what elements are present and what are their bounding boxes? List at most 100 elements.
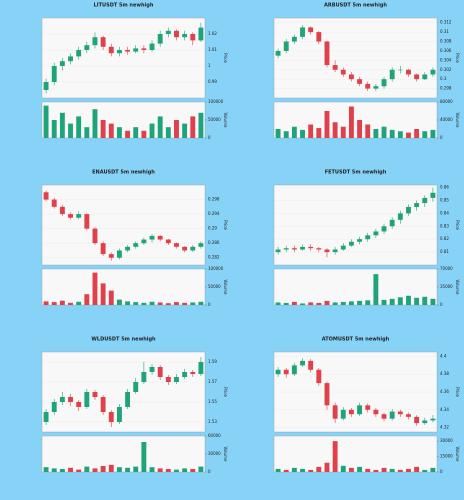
y-tick-label: 0.304 xyxy=(440,57,452,62)
y-tick-label: 4.4 xyxy=(440,353,447,358)
volume-bar xyxy=(100,120,106,138)
candle-body xyxy=(116,50,122,54)
candle-body xyxy=(116,250,122,258)
volume-bar xyxy=(406,468,411,472)
candle-body xyxy=(198,243,204,247)
candle-body xyxy=(340,409,346,419)
candle-body xyxy=(190,372,196,374)
candle-body xyxy=(300,246,305,250)
candle-body xyxy=(68,56,73,62)
volume-bar xyxy=(348,467,354,472)
volume-bar xyxy=(324,111,330,138)
candle-body xyxy=(182,246,188,251)
candle-body xyxy=(149,235,155,240)
volume-bar xyxy=(373,274,379,305)
candle-body xyxy=(51,199,57,207)
candle-body xyxy=(84,214,90,229)
candle-body xyxy=(149,367,155,372)
volume-bar xyxy=(300,468,305,472)
volume-bar xyxy=(68,467,73,472)
y-tick-label: 0.286 xyxy=(208,240,220,245)
candle-body xyxy=(300,27,305,37)
candle-body xyxy=(332,65,338,70)
volume-bar xyxy=(332,122,338,138)
volume-bar xyxy=(157,302,163,305)
candle-body xyxy=(165,239,171,244)
volume-bar xyxy=(291,301,297,305)
candle-body xyxy=(283,369,289,375)
volume-bar xyxy=(373,469,379,472)
volume-bar xyxy=(365,300,371,305)
volume-bar xyxy=(182,468,188,472)
price-plot-area xyxy=(273,17,438,99)
candle-body xyxy=(275,249,281,253)
candle-body xyxy=(373,409,379,415)
volume-bar xyxy=(141,302,147,305)
volume-bar xyxy=(92,109,98,138)
candle-body xyxy=(422,74,428,80)
volume-bar xyxy=(357,300,363,305)
chart-title: WLDUSDT 5m newhigh xyxy=(91,337,156,343)
volume-tick-label: 0 xyxy=(208,302,211,307)
volume-tick-label: 50000 xyxy=(208,284,221,289)
volume-plot-area xyxy=(273,101,438,139)
y-axis-label: Price xyxy=(223,53,228,63)
y-tick-label: 0.308 xyxy=(440,39,452,44)
candle-body xyxy=(68,397,73,402)
candle-body xyxy=(389,219,395,227)
candle-body xyxy=(414,74,420,80)
volume-bar xyxy=(92,468,98,472)
volume-bar xyxy=(190,469,196,472)
volume-bar xyxy=(76,469,82,472)
volume-tick-label: 30000 xyxy=(440,438,453,443)
candle-body xyxy=(348,74,354,80)
candle-body xyxy=(365,83,371,89)
y-tick-label: 0.31 xyxy=(440,29,449,34)
y-axis-label: Price xyxy=(223,387,228,397)
y-axis-label: Price xyxy=(455,53,460,63)
volume-bar xyxy=(275,468,281,472)
y-tick-label: 1.57 xyxy=(208,379,217,384)
candle-body xyxy=(157,235,163,240)
volume-bar xyxy=(190,116,196,138)
volume-bar xyxy=(165,127,171,138)
volume-bar xyxy=(108,290,114,305)
volume-bar xyxy=(125,467,131,472)
candle-body xyxy=(373,86,379,89)
candle-body xyxy=(100,37,106,47)
y-tick-label: 0.86 xyxy=(440,185,449,190)
candle-body xyxy=(275,50,281,56)
candle-body xyxy=(381,79,387,87)
y-tick-label: 0.282 xyxy=(208,255,220,260)
volume-bar xyxy=(430,298,436,305)
candle-body xyxy=(141,48,147,50)
volume-bar xyxy=(108,123,114,138)
candle-body xyxy=(43,192,49,200)
candle-body xyxy=(283,41,289,51)
candle-body xyxy=(174,243,179,247)
candle-body xyxy=(406,206,411,214)
y-tick-label: 0.81 xyxy=(440,249,449,254)
volume-bar xyxy=(125,130,131,138)
candle-body xyxy=(414,203,420,207)
volume-bar xyxy=(190,302,196,305)
volume-bar xyxy=(68,302,73,305)
volume-tick-label: 60000 xyxy=(208,433,221,438)
candle-body xyxy=(430,192,436,198)
volume-bar xyxy=(84,294,90,305)
volume-bar xyxy=(389,298,395,305)
candle-body xyxy=(59,397,65,402)
y-tick-label: 0.3 xyxy=(440,76,447,81)
volume-plot-area xyxy=(41,268,206,306)
volume-bar xyxy=(300,129,305,138)
candle-body xyxy=(174,377,179,382)
volume-plot-area xyxy=(273,268,438,306)
candle-body xyxy=(174,30,179,38)
y-tick-label: 0.302 xyxy=(440,67,452,72)
chart-panel: ENAUSDT 5m newhigh 0.282 0.286 0.29 0.294 0.2… xyxy=(41,170,228,307)
chart-panel: LITUSDT 5m newhigh 0.99 1 1.01 1.02 0 50000 100… xyxy=(41,3,228,140)
volume-bar xyxy=(422,131,428,138)
volume-bar xyxy=(348,301,354,305)
candle-body xyxy=(348,241,354,246)
candle-body xyxy=(68,214,73,218)
